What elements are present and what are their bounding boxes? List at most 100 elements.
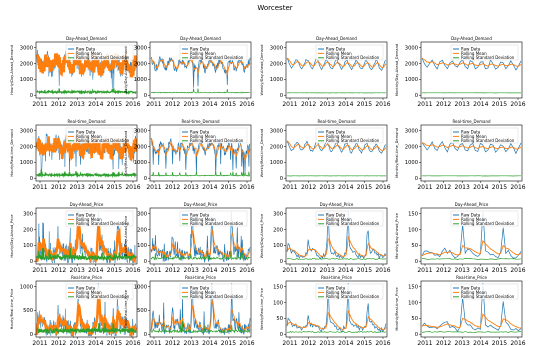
- legend-entry: Raw Data: [76, 285, 96, 290]
- y-tick-label: 300: [273, 211, 283, 217]
- legend-entry: Raw Data: [76, 212, 96, 217]
- raw-data-line: [286, 211, 387, 260]
- legend-box: [179, 283, 248, 300]
- y-tick-label: 100: [273, 243, 283, 249]
- subplot-1-2: Real-time_Demand Weekly/Real-time_Demand 2…: [260, 119, 391, 191]
- panel-grid: Day-Ahead_Demand Hourly/Day-Ahead_Demand 2…: [10, 36, 526, 346]
- x-tick-label: 2014: [202, 101, 217, 108]
- x-tick-label: 2012: [436, 267, 451, 274]
- y-tick-label: 0: [144, 176, 147, 182]
- x-tick-label: 2016: [125, 340, 140, 346]
- y-tick-label: 50: [276, 316, 283, 322]
- subplot-2-3: Day-Ahead_Price Monthly/Day-Ahead_Price 20…: [395, 202, 526, 274]
- y-tick-label: 300: [23, 211, 33, 217]
- x-tick-label: 2012: [51, 340, 66, 346]
- x-tick-label: 2011: [146, 267, 161, 274]
- axes-frame: [35, 41, 138, 99]
- x-tick-label: 2016: [510, 340, 525, 346]
- x-tick-label: 2012: [301, 184, 316, 191]
- y-axis-label: Monthly/Day-Ahead_Price: [395, 212, 399, 259]
- subplot-title: Day-Ahead_Price: [70, 202, 104, 207]
- x-tick-label: 2012: [165, 340, 180, 346]
- x-tick-label: 2011: [282, 267, 297, 274]
- legend-entry: Rolling Standard Deviation: [326, 138, 380, 143]
- legend-entry: Rolling Mean: [190, 217, 216, 222]
- x-tick-label: 2013: [455, 340, 470, 346]
- legend-entry: Rolling Mean: [76, 134, 102, 139]
- y-tick-label: 3000: [405, 45, 418, 51]
- legend-box: [315, 44, 384, 61]
- legend-entry: Rolling Standard Deviation: [461, 221, 515, 226]
- subplot-0-0: Day-Ahead_Demand Hourly/Day-Ahead_Demand 2…: [10, 36, 141, 108]
- subplot-title: Day-Ahead_Demand: [451, 36, 492, 41]
- subplot-title: Real-time_Price: [456, 275, 487, 280]
- y-tick-label: 2000: [134, 144, 147, 150]
- y-tick-label: 3000: [270, 45, 283, 51]
- y-axis-label: Daily/Real-time_Price: [124, 289, 128, 328]
- raw-data-line: [150, 137, 251, 175]
- x-tick-label: 2015: [492, 101, 507, 108]
- y-tick-label: 150: [273, 284, 283, 290]
- y-tick-label: 0: [280, 259, 283, 265]
- x-tick-label: 2011: [417, 184, 432, 191]
- legend-box: [315, 283, 384, 300]
- y-axis-label: Hourly/Real-time_Demand: [10, 129, 14, 176]
- legend-entry: Rolling Mean: [190, 51, 216, 56]
- subplot-title: Real-time_Price: [185, 275, 216, 280]
- x-tick-label: 2013: [70, 267, 85, 274]
- legend-entry: Raw Data: [76, 129, 96, 134]
- rolling-mean-line: [35, 48, 138, 78]
- legend-entry: Rolling Standard Deviation: [76, 294, 130, 299]
- legend-box: [450, 210, 519, 227]
- x-tick-label: 2012: [436, 340, 451, 346]
- legend-entry: Rolling Mean: [326, 134, 352, 139]
- x-tick-label: 2012: [436, 184, 451, 191]
- legend-box: [65, 127, 134, 144]
- rolling-std-line: [150, 88, 251, 94]
- y-tick-label: 50: [411, 243, 418, 249]
- x-tick-label: 2011: [32, 101, 47, 108]
- subplot-title: Real-time_Price: [321, 275, 352, 280]
- x-tick-label: 2014: [88, 340, 103, 346]
- y-tick-label: 2000: [270, 144, 283, 150]
- x-tick-label: 2016: [239, 340, 254, 346]
- subplot-title: Real-time_Demand: [181, 119, 220, 124]
- y-tick-label: 200: [137, 227, 147, 233]
- x-tick-label: 2014: [202, 184, 217, 191]
- raw-data-line: [421, 57, 522, 71]
- x-tick-label: 2014: [338, 267, 353, 274]
- y-tick-label: 1000: [134, 160, 147, 166]
- x-tick-label: 2011: [146, 101, 161, 108]
- x-tick-label: 2011: [282, 184, 297, 191]
- rolling-std-line: [36, 248, 137, 262]
- x-tick-label: 2013: [184, 184, 199, 191]
- raw-data-line: [150, 56, 251, 88]
- x-tick-label: 2015: [221, 267, 236, 274]
- x-tick-label: 2014: [473, 184, 488, 191]
- legend-entry: Rolling Standard Deviation: [76, 221, 130, 226]
- y-tick-label: 1000: [20, 284, 33, 290]
- y-tick-label: 3000: [270, 128, 283, 134]
- rolling-std-line: [286, 257, 387, 260]
- y-tick-label: 2000: [270, 61, 283, 67]
- legend-entry: Rolling Standard Deviation: [76, 138, 130, 143]
- subplot-3-1: Real-time_Price Daily/Real-time_Price 2011…: [124, 275, 255, 346]
- x-tick-label: 2012: [301, 101, 316, 108]
- legend-entry: Rolling Mean: [461, 217, 487, 222]
- y-axis-label: Hourly/Day-Ahead_Price: [10, 214, 14, 258]
- y-tick-label: 0: [30, 259, 33, 265]
- subplot-title: Real-time_Demand: [452, 119, 491, 124]
- subplot-title: Day-Ahead_Price: [320, 202, 354, 207]
- x-tick-label: 2011: [32, 267, 47, 274]
- x-tick-label: 2014: [338, 101, 353, 108]
- rolling-std-line: [286, 330, 387, 333]
- x-tick-label: 2014: [88, 267, 103, 274]
- y-axis-label: Monthly/Real-time_Demand: [395, 128, 399, 178]
- x-tick-label: 2016: [510, 101, 525, 108]
- rolling-std-line: [150, 320, 251, 334]
- subplot-3-0: Real-time_Price Hourly/Real-time_Price 201…: [10, 275, 141, 346]
